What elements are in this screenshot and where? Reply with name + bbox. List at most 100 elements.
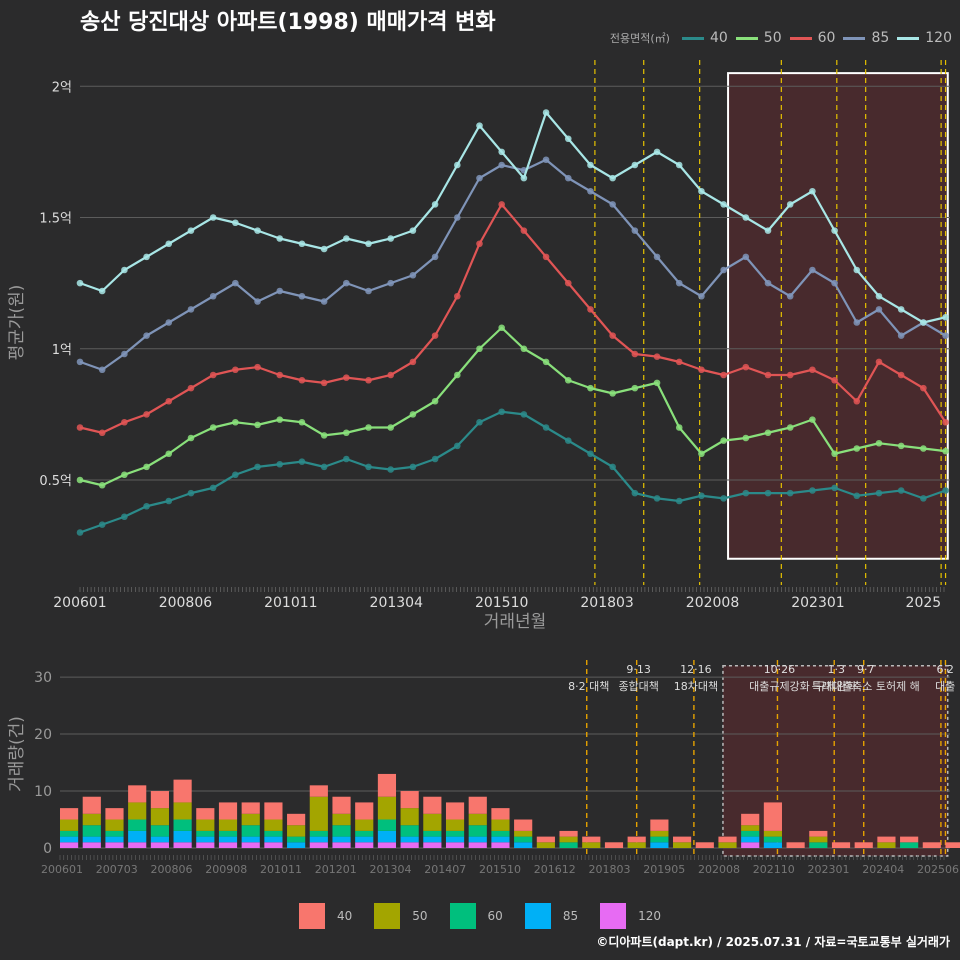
bar-segment-60 xyxy=(468,825,487,837)
bar-segment-40 xyxy=(355,802,374,820)
data-point-50 xyxy=(143,463,150,471)
bar-segment-40 xyxy=(854,842,873,848)
legend-line-120 xyxy=(897,36,920,40)
bar-segment-85 xyxy=(445,836,465,843)
data-point-40 xyxy=(276,460,284,468)
legend-item-50: 50 xyxy=(735,30,782,46)
bar-segment-50 xyxy=(468,813,487,826)
bar-x-tick-label: 200703 xyxy=(96,863,138,876)
data-point-40 xyxy=(476,418,483,426)
bar-x-tick-label: 201510 xyxy=(479,863,521,876)
data-point-60 xyxy=(831,376,838,384)
data-point-50 xyxy=(609,390,616,397)
bar-segment-60 xyxy=(241,825,260,837)
bar-segment-60 xyxy=(491,830,510,837)
y-axis-title: 평균가(원) xyxy=(7,285,27,361)
bar-legend-item-85: 85 xyxy=(524,903,578,929)
data-point-40 xyxy=(409,463,417,471)
data-point-50 xyxy=(653,379,661,387)
data-point-40 xyxy=(587,450,594,458)
bar-y-tick-label: 10 xyxy=(34,784,52,800)
bar-segment-120 xyxy=(128,842,147,848)
bar-legend-item-60: 60 xyxy=(449,903,503,929)
bar-x-tick-label: 201612 xyxy=(534,863,576,876)
bar-segment-50 xyxy=(763,830,782,837)
data-point-60 xyxy=(875,358,883,366)
data-point-85 xyxy=(942,332,949,339)
series-line-120 xyxy=(79,111,946,324)
bar-segment-85 xyxy=(60,836,79,843)
data-point-85 xyxy=(121,350,128,358)
bar-x-tick-label: 200908 xyxy=(205,863,247,876)
bar-segment-40 xyxy=(673,836,692,843)
bar-segment-85 xyxy=(150,836,169,843)
data-point-85 xyxy=(254,298,261,305)
data-point-60 xyxy=(276,371,284,379)
bar-segment-60 xyxy=(150,825,169,837)
bar-legend-item-40: 40 xyxy=(298,903,352,929)
bar-segment-40 xyxy=(332,796,351,814)
bar-segment-50 xyxy=(218,819,238,831)
legend-label-120: 120 xyxy=(925,30,952,46)
data-point-85 xyxy=(875,306,883,313)
bar-segment-50 xyxy=(627,842,646,848)
bar-segment-50 xyxy=(60,819,79,831)
data-point-85 xyxy=(365,287,372,295)
bar-segment-40 xyxy=(60,808,79,820)
data-point-120 xyxy=(720,201,727,208)
bar-x-tick-label: 202404 xyxy=(862,863,904,876)
data-point-85 xyxy=(431,253,439,261)
data-point-85 xyxy=(853,319,861,326)
data-point-50 xyxy=(853,445,861,452)
legend-label-85: 85 xyxy=(871,30,890,46)
bar-segment-40 xyxy=(105,808,124,820)
bar-segment-40 xyxy=(831,842,851,848)
bar-segment-60 xyxy=(173,819,192,831)
data-point-60 xyxy=(209,371,217,379)
data-point-85 xyxy=(187,306,195,313)
bar-segment-85 xyxy=(650,842,669,848)
data-point-120 xyxy=(343,235,350,242)
bar-segment-50 xyxy=(82,813,101,826)
data-point-60 xyxy=(453,292,461,300)
y-tick-label: 1억 xyxy=(52,343,72,358)
bar-segment-60 xyxy=(741,830,760,837)
data-point-50 xyxy=(920,445,927,452)
legend-label-60: 60 xyxy=(817,30,836,46)
data-point-120 xyxy=(542,109,550,116)
data-point-40 xyxy=(320,463,328,471)
bar-legend-swatch-40 xyxy=(298,903,325,929)
data-point-120 xyxy=(209,214,217,221)
data-point-50 xyxy=(320,432,328,439)
data-point-60 xyxy=(564,279,572,287)
bar-x-tick-label: 201304 xyxy=(370,863,412,876)
data-point-120 xyxy=(276,235,284,242)
bar-segment-85 xyxy=(218,836,238,843)
bar-segment-120 xyxy=(150,842,169,848)
policy-annotation-date: 1·3 xyxy=(827,663,845,676)
bar-segment-60 xyxy=(128,819,147,831)
data-point-50 xyxy=(698,450,705,458)
data-point-85 xyxy=(165,319,173,326)
data-point-60 xyxy=(809,366,816,374)
bar-segment-50 xyxy=(536,842,555,848)
data-point-60 xyxy=(232,366,239,374)
policy-annotation-label: 대출규제강화 xyxy=(749,680,810,693)
bar-segment-60 xyxy=(264,830,283,837)
bar-segment-50 xyxy=(741,825,760,831)
bar-segment-40 xyxy=(650,819,669,831)
bar-segment-50 xyxy=(491,819,510,831)
x-tick-label: 201304 xyxy=(370,595,424,611)
data-point-50 xyxy=(476,345,483,353)
bar-segment-60 xyxy=(105,830,124,837)
data-point-50 xyxy=(365,424,372,431)
data-point-85 xyxy=(631,227,639,234)
bar-segment-40 xyxy=(786,842,805,848)
y-tick-label: 2억 xyxy=(52,80,72,95)
bar-segment-40 xyxy=(82,796,101,814)
data-point-120 xyxy=(187,227,195,234)
data-point-85 xyxy=(764,279,772,287)
data-point-120 xyxy=(875,292,883,300)
bar-segment-60 xyxy=(196,830,215,837)
